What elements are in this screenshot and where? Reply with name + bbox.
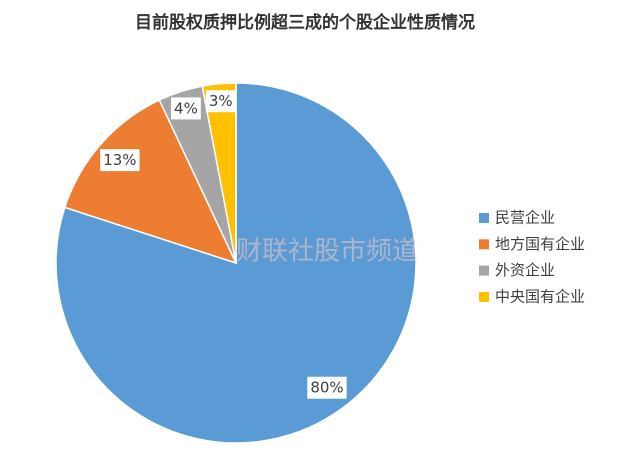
legend-label: 外资企业 (495, 261, 555, 279)
data-label: 4% (174, 99, 198, 117)
pie (55, 82, 417, 444)
legend-swatch (479, 213, 489, 223)
legend-swatch (479, 291, 489, 302)
label-box (205, 90, 236, 113)
chart-title: 目前股权质押比例超三成的个股企业性质情况 (135, 12, 475, 33)
legend-label: 民营企业 (495, 209, 555, 227)
data-label: 3% (209, 92, 233, 110)
watermark: 财联社股市频道 (236, 237, 418, 267)
label-box (171, 97, 201, 120)
labels: 80% 13% 4% 3% (100, 90, 347, 399)
pie-slice (63, 99, 238, 265)
legend-swatch (479, 239, 489, 250)
legend-label: 中央国有企业 (495, 287, 585, 305)
data-label: 80% (310, 379, 343, 397)
pie-slice (201, 82, 237, 264)
legend-label: 地方国有企业 (495, 235, 585, 253)
label-box (100, 149, 140, 172)
legend-swatch (479, 265, 489, 276)
label-box (307, 376, 347, 399)
data-label: 13% (103, 151, 136, 169)
pie-slice (55, 82, 417, 444)
